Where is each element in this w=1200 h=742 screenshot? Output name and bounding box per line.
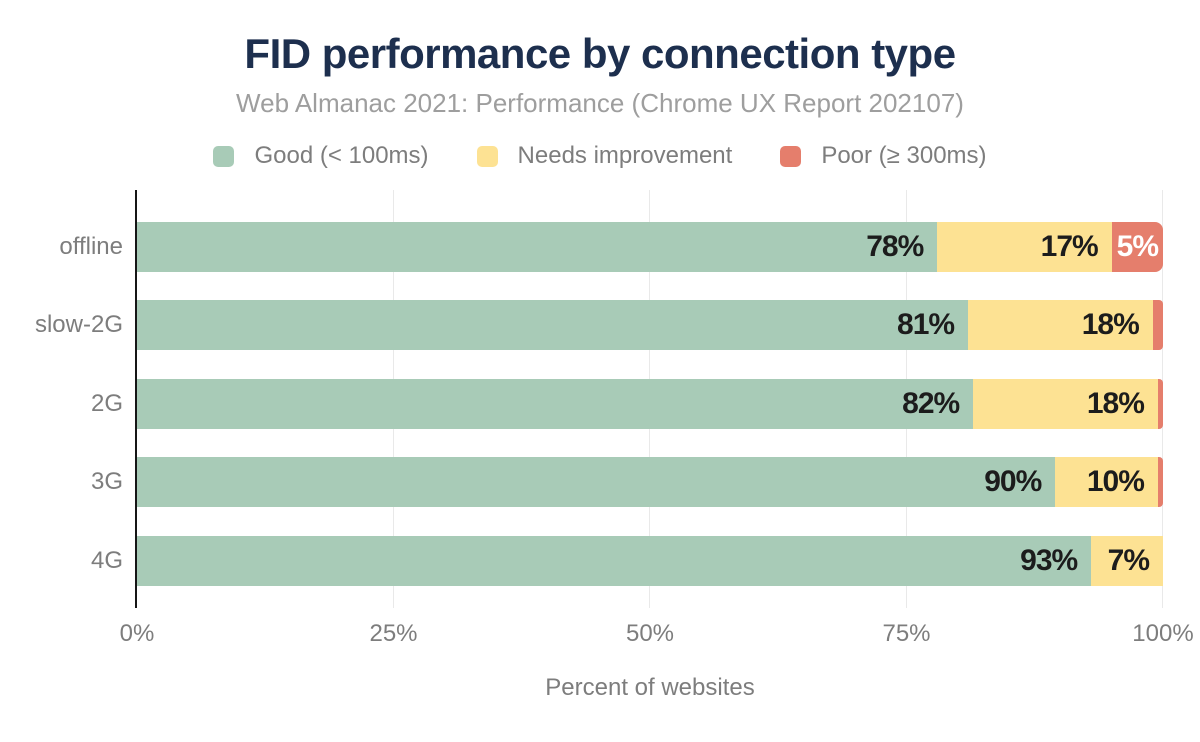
category-label-3G: 3G bbox=[90, 468, 123, 495]
legend-item-poor: Poor (≥ 300ms) bbox=[780, 142, 987, 170]
bar-value-label: 18% bbox=[1081, 308, 1140, 341]
category-label-2G: 2G bbox=[90, 390, 123, 417]
bar-value-label: 18% bbox=[1086, 387, 1145, 420]
x-tick-0: 0% bbox=[119, 620, 155, 647]
bar-segment-needs-improvement: 17% bbox=[937, 222, 1112, 272]
chart-subtitle: Web Almanac 2021: Performance (Chrome UX… bbox=[236, 88, 964, 118]
bar-value-label: 7% bbox=[1107, 544, 1150, 577]
bar-segment-poor bbox=[1152, 300, 1163, 350]
bar-segment-needs-improvement: 18% bbox=[973, 379, 1158, 429]
bar-value-label: 5% bbox=[1116, 230, 1159, 263]
legend-item-good: Good (< 100ms) bbox=[213, 142, 429, 170]
bar-row-3G: 90% 10% bbox=[137, 457, 1163, 507]
category-label-slow-2G: slow-2G bbox=[34, 311, 123, 338]
poor-swatch-icon bbox=[780, 145, 802, 167]
legend-label-poor: Poor (≥ 300ms) bbox=[821, 142, 987, 169]
legend-item-needs-improvement: Needs improvement bbox=[476, 142, 733, 170]
bar-row-4G: 93% 7% bbox=[137, 536, 1163, 586]
good-swatch-icon bbox=[213, 145, 235, 167]
bar-segment-needs-improvement: 18% bbox=[968, 300, 1153, 350]
x-tick-75: 75% bbox=[882, 620, 931, 647]
legend-label-needs-improvement: Needs improvement bbox=[517, 142, 733, 169]
bar-segment-needs-improvement: 10% bbox=[1055, 457, 1158, 507]
bar-value-label: 82% bbox=[902, 387, 960, 420]
category-label-4G: 4G bbox=[90, 547, 123, 574]
bar-row-2G: 82% 18% bbox=[137, 379, 1163, 429]
legend-label-good: Good (< 100ms) bbox=[254, 142, 429, 169]
needs-improvement-swatch-icon bbox=[476, 145, 498, 167]
bar-value-label: 78% bbox=[866, 230, 924, 263]
chart-title: FID performance by connection type bbox=[244, 30, 956, 77]
legend: Good (< 100ms) Needs improvement Poor (≥… bbox=[0, 142, 1200, 170]
bar-row-slow-2G: 81% 18% bbox=[137, 300, 1163, 350]
bar-value-label: 93% bbox=[1020, 544, 1078, 577]
x-tick-100: 100% bbox=[1132, 620, 1194, 647]
y-axis-line bbox=[135, 190, 137, 608]
bar-segment-good: 81% bbox=[137, 300, 969, 350]
bar-value-label: 17% bbox=[1040, 230, 1099, 263]
bar-segment-good: 82% bbox=[137, 379, 974, 429]
bar-segment-good: 78% bbox=[137, 222, 938, 272]
bar-segment-needs-improvement: 7% bbox=[1091, 536, 1163, 586]
bar-segment-poor bbox=[1157, 379, 1163, 429]
bar-value-label: 81% bbox=[897, 308, 955, 341]
bar-value-label: 10% bbox=[1086, 465, 1145, 498]
bar-segment-good: 90% bbox=[137, 457, 1056, 507]
x-tick-25: 25% bbox=[369, 620, 418, 647]
category-label-offline: offline bbox=[59, 233, 123, 260]
bar-segment-good: 93% bbox=[137, 536, 1092, 586]
x-axis-title: Percent of websites bbox=[545, 674, 755, 701]
bar-value-label: 90% bbox=[984, 465, 1042, 498]
x-tick-50: 50% bbox=[625, 620, 675, 647]
bar-segment-poor bbox=[1157, 457, 1163, 507]
plot-area: 78% 17% 5% offline 81% 18% slow-2G 82% 18% 2G 90% 1… bbox=[35, 190, 1194, 647]
bar-row-offline: 78% 17% 5% bbox=[137, 222, 1163, 272]
bar-segment-poor: 5% bbox=[1111, 222, 1163, 272]
